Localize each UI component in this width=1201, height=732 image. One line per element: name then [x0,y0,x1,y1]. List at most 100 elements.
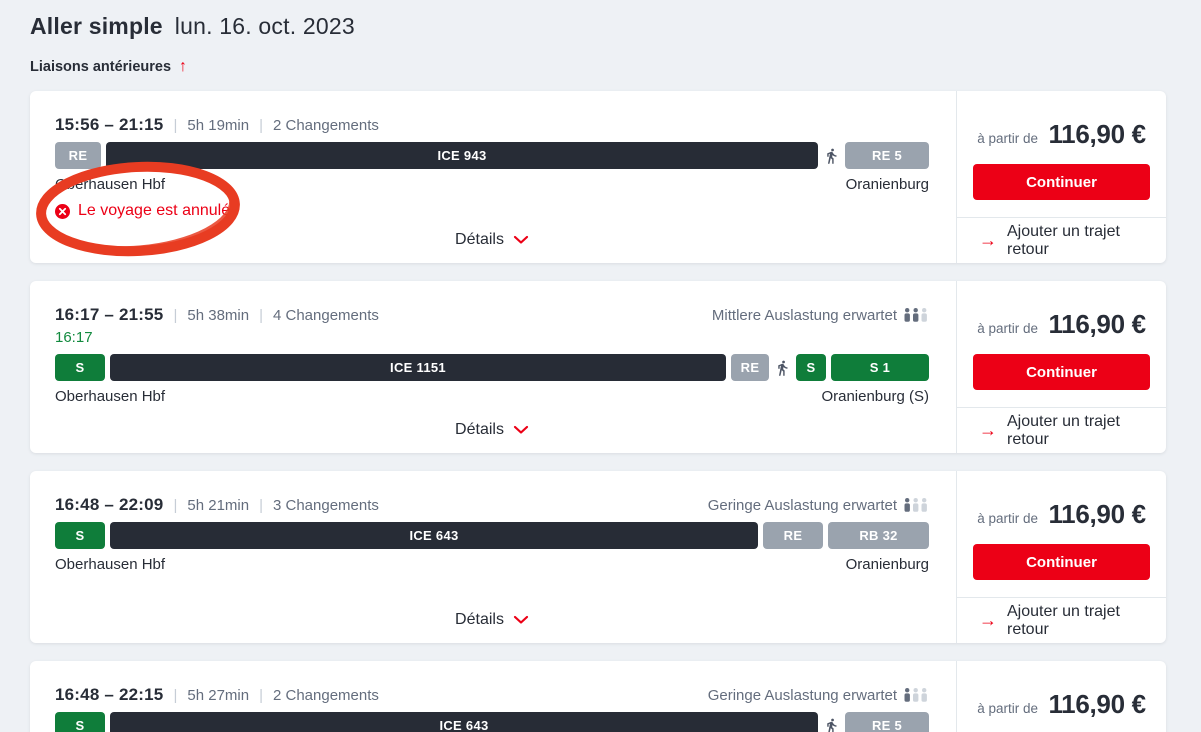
page-title-row: Aller simple lun. 16. oct. 2023 [30,12,1166,40]
page-date: lun. 16. oct. 2023 [174,13,355,39]
price-value: 116,90 € [1048,689,1146,719]
duration: 5h 19min [187,116,250,134]
price-value: 116,90 € [1048,309,1146,339]
cancel-text: Le voyage est annulé [78,202,231,219]
chevron-down-icon [513,615,529,624]
line-badge: S [55,712,105,732]
price-line: à partir de 116,90 € [973,499,1150,530]
price-section: à partir de 116,90 € Continuer [957,471,1166,597]
duration: 5h 27min [187,686,250,704]
occupancy-icon [904,498,927,512]
occupancy-label: Mittlere Auslastung erwartet [711,306,897,324]
earlier-connections-link[interactable]: Liaisons antérieures ↑ [30,58,187,76]
from-price-label: à partir de [977,701,1038,716]
train-bar: ICE 1151 [110,354,726,381]
line-badge: RE [55,142,101,169]
price-section: à partir de 116,90 € Continuer [957,281,1166,407]
chevron-down-icon [513,235,529,244]
line-badge: S [55,354,105,381]
add-return-link[interactable]: → Ajouter un trajet retour [957,217,1166,263]
line-badge: RB 32 [828,522,929,549]
price-value: 116,90 € [1048,119,1146,149]
price-panel: à partir de 116,90 € Continuer → Ajouter… [956,471,1166,643]
price-value: 116,90 € [1048,499,1146,529]
walk-transfer-icon [823,714,840,732]
destination-station: Oranienburg (S) [821,388,929,405]
details-label: Détails [455,611,504,628]
journey-card: 16:48 – 22:15 | 5h 27min | 2 Changements… [30,661,1166,732]
cancel-icon [55,203,70,219]
chevron-down-icon [513,425,529,434]
segments-bar: RE ICE 943 RE 5 [55,142,929,169]
journey-card: 16:48 – 22:09 | 5h 21min | 3 Changements… [30,471,1166,643]
arrow-right-icon: → [979,420,997,440]
time-row: 15:56 – 21:15 | 5h 19min | 2 Changements [55,115,929,135]
stations-row: Oberhausen Hbf Oranienburg [55,175,929,194]
page-title: Aller simple [30,13,163,39]
occupancy-icon [904,308,927,322]
arrow-right-icon: → [979,610,997,630]
journey-summary: 16:48 – 22:15 | 5h 27min | 2 Changements… [30,661,956,732]
continue-button[interactable]: Continuer [973,164,1150,200]
add-return-label: Ajouter un trajet retour [1007,222,1120,258]
line-badge: RE [731,354,769,381]
details-button[interactable]: Détails [455,421,529,439]
realtime-departure: 16:17 [55,329,93,346]
separator: | [173,686,178,704]
changes-count: 4 Changements [273,306,379,324]
add-return-label: Ajouter un trajet retour [1007,412,1120,448]
line-badge: S [796,354,826,381]
origin-station: Oberhausen Hbf [55,556,166,573]
segments-bar: S ICE 643 RE RB 32 [55,522,929,549]
journey-card: 15:56 – 21:15 | 5h 19min | 2 Changements… [30,91,1166,263]
price-line: à partir de 116,90 € [973,689,1150,720]
from-price-label: à partir de [977,131,1038,146]
occupancy-indicator: Geringe Auslastung erwartet [708,687,929,704]
arrow-up-icon: ↑ [179,58,188,75]
separator: | [259,306,263,324]
continue-button[interactable]: Continuer [973,544,1150,580]
separator: | [173,496,178,514]
stations-row: Oberhausen Hbf Oranienburg (S) [55,387,929,406]
details-button[interactable]: Détails [455,231,529,249]
occupancy-label: Geringe Auslastung erwartet [707,686,897,704]
details-button[interactable]: Détails [455,611,529,629]
details-label: Détails [455,421,504,438]
earlier-connections-label: Liaisons antérieures [30,59,172,75]
time-range: 15:56 – 21:15 [55,115,164,134]
cancel-notice: Le voyage est annulé [55,202,929,220]
train-bar: ICE 943 [106,142,818,169]
price-line: à partir de 116,90 € [973,119,1150,150]
occupancy-label: Geringe Auslastung erwartet [707,496,897,514]
time-row: 16:48 – 22:15 | 5h 27min | 2 Changements… [55,685,929,705]
separator: | [173,306,178,324]
journey-list: 15:56 – 21:15 | 5h 19min | 2 Changements… [30,91,1166,732]
time-row: 16:17 – 21:55 | 5h 38min | 4 Changements… [55,305,929,325]
from-price-label: à partir de [977,511,1038,526]
journey-card: 16:17 – 21:55 | 5h 38min | 4 Changements… [30,281,1166,453]
add-return-link[interactable]: → Ajouter un trajet retour [957,597,1166,643]
origin-station: Oberhausen Hbf [55,388,166,405]
segments-bar: S ICE 1151 RE S S 1 [55,354,929,381]
page-header: Aller simple lun. 16. oct. 2023 Liaisons … [30,12,1166,76]
continue-button[interactable]: Continuer [973,354,1150,390]
changes-count: 2 Changements [273,686,379,704]
add-return-label: Ajouter un trajet retour [1007,602,1120,638]
price-panel: à partir de 116,90 € Continuer → Ajouter… [956,661,1166,732]
price-line: à partir de 116,90 € [973,309,1150,340]
details-row: Détails [55,223,929,249]
from-price-label: à partir de [977,321,1038,336]
origin-station: Oberhausen Hbf [55,176,166,193]
add-return-link[interactable]: → Ajouter un trajet retour [957,407,1166,453]
line-badge: RE [763,522,823,549]
details-row: Détails [55,603,929,629]
time-range: 16:48 – 22:15 [55,685,164,704]
separator: | [259,116,263,134]
destination-station: Oranienburg [845,176,929,193]
journey-summary: 15:56 – 21:15 | 5h 19min | 2 Changements… [30,91,956,263]
walk-transfer-icon [823,144,840,168]
duration: 5h 38min [187,306,250,324]
segments-bar: S ICE 643 RE 5 [55,712,929,732]
time-range: 16:17 – 21:55 [55,305,164,324]
